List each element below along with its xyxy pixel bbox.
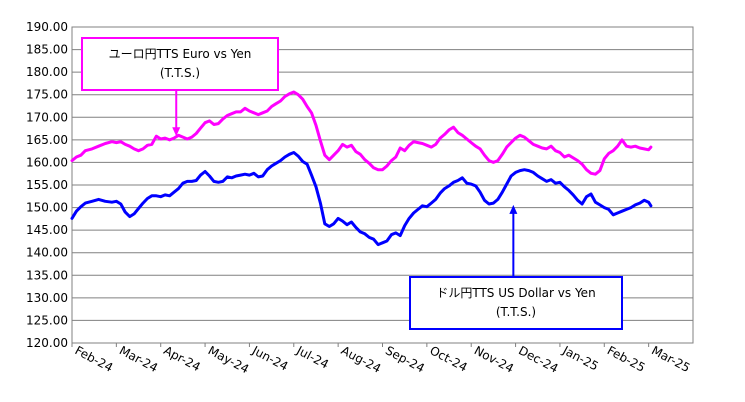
x-tick-label: Jul-24 [293, 343, 331, 372]
x-tick-label: Nov-24 [472, 343, 516, 375]
x-tick-label: Sep-24 [383, 343, 427, 375]
y-tick-label: 130.00 [26, 291, 68, 305]
x-tick-label: Dec-24 [516, 343, 560, 375]
y-tick-label: 165.00 [26, 133, 68, 147]
y-axis-ticks: 120.00 125.00 130.00 135.00 140.00 145.00 150.… [26, 20, 68, 350]
x-tick-label: Oct-24 [427, 343, 469, 374]
x-tick-label: Feb-24 [73, 343, 116, 375]
callout-text: ドル円TTS US Dollar vs Yen [436, 286, 595, 300]
y-tick-label: 135.00 [26, 268, 68, 282]
callout-text: (T.T.S.) [160, 66, 200, 80]
x-tick-label: Mar-25 [649, 343, 692, 375]
y-tick-label: 120.00 [26, 336, 68, 350]
y-tick-label: 160.00 [26, 155, 68, 169]
y-tick-label: 150.00 [26, 201, 68, 215]
euro-yen-series-line [70, 90, 653, 176]
y-tick-label: 170.00 [26, 110, 68, 124]
usd-yen-series-line [70, 151, 653, 247]
y-tick-label: 140.00 [26, 246, 68, 260]
callout-box [409, 276, 623, 330]
callout-text: (T.T.S.) [496, 305, 536, 319]
x-tick-label: Jan-25 [560, 343, 601, 374]
x-tick-label: Mar-24 [117, 343, 160, 375]
y-tick-label: 180.00 [26, 65, 68, 79]
series-lines [70, 90, 653, 247]
callout-arrow-head [509, 204, 518, 214]
callout-box [81, 37, 279, 91]
callout-text: ユーロ円TTS Euro vs Yen [109, 47, 252, 61]
x-tick-label: Aug-24 [339, 343, 384, 376]
y-tick-label: 125.00 [26, 313, 68, 327]
y-tick-label: 175.00 [26, 88, 68, 102]
usd-yen-callout: ドル円TTS US Dollar vs Yen (T.T.S.) [409, 204, 623, 330]
callout-arrow-head [172, 127, 181, 137]
euro-yen-callout: ユーロ円TTS Euro vs Yen (T.T.S.) [81, 37, 279, 137]
y-tick-label: 145.00 [26, 223, 68, 237]
y-tick-label: 185.00 [26, 43, 68, 57]
y-tick-label: 190.00 [26, 20, 68, 34]
y-tick-label: 155.00 [26, 178, 68, 192]
x-tick-label: Feb-25 [605, 343, 648, 375]
x-tick-label: May-24 [206, 343, 252, 376]
callouts: ユーロ円TTS Euro vs Yen(T.T.S.)ドル円TTS US Dol… [81, 37, 623, 330]
x-tick-label: Jun-24 [249, 343, 290, 374]
x-tick-label: Apr-24 [161, 343, 203, 374]
